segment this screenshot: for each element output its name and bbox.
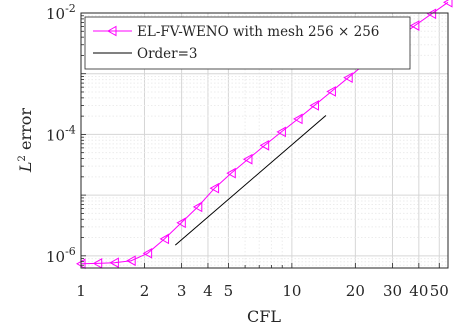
y-axis-label-superscript: 2 bbox=[17, 155, 28, 161]
x-tick-label: 5 bbox=[224, 282, 234, 300]
data-point-marker bbox=[242, 153, 253, 165]
data-point-marker bbox=[442, 0, 453, 8]
data-point-marker bbox=[142, 247, 153, 259]
data-point-marker bbox=[293, 113, 303, 125]
data-point-marker bbox=[309, 100, 319, 111]
x-tick-label: 40 bbox=[409, 282, 428, 300]
legend-marker-weno bbox=[106, 25, 117, 37]
order-3-reference-line bbox=[174, 115, 327, 246]
x-tick-label: 2 bbox=[140, 282, 150, 300]
x-tick-label: 1 bbox=[76, 282, 86, 300]
data-point-marker bbox=[126, 255, 136, 267]
legend-label-order: Order=3 bbox=[137, 46, 198, 62]
y-tick-label: 10-4 bbox=[46, 123, 76, 144]
data-point-marker bbox=[192, 201, 203, 213]
x-tick-label: 3 bbox=[177, 282, 187, 300]
x-tick-label: 50 bbox=[430, 282, 449, 300]
x-tick-label: 30 bbox=[383, 282, 402, 300]
data-point-marker bbox=[209, 182, 220, 194]
data-point-marker bbox=[176, 217, 186, 229]
data-point-marker bbox=[326, 86, 336, 97]
x-tick-label: 20 bbox=[346, 282, 365, 300]
axis-ticks: 1 2 3 4 5 10 20 30 40 50 10-6 10-4 10-2 bbox=[46, 2, 449, 300]
data-point-marker bbox=[343, 72, 353, 84]
data-point-marker bbox=[426, 8, 437, 20]
x-tick-label: 10 bbox=[282, 282, 301, 300]
legend: EL-FV-WENO with mesh 256 × 256 Order=3 bbox=[84, 16, 411, 70]
x-tick-label: 4 bbox=[203, 282, 213, 300]
data-point-marker bbox=[259, 140, 270, 151]
legend-label-weno: EL-FV-WENO with mesh 256 × 256 bbox=[137, 24, 379, 40]
y-axis-label: L2 error bbox=[16, 108, 35, 173]
data-point-marker bbox=[92, 258, 103, 269]
data-point-marker bbox=[409, 20, 420, 31]
x-axis-label: CFL bbox=[247, 307, 281, 326]
y-axis-label-main: L bbox=[16, 161, 35, 173]
data-point-marker bbox=[159, 233, 170, 245]
data-point-marker bbox=[226, 167, 236, 179]
legend-box bbox=[84, 16, 411, 70]
y-axis-label-rest: error bbox=[16, 108, 35, 155]
data-point-marker bbox=[109, 257, 119, 269]
y-tick-label: 10-6 bbox=[46, 245, 76, 266]
data-point-marker bbox=[276, 126, 286, 138]
y-tick-label: 10-2 bbox=[46, 2, 76, 23]
